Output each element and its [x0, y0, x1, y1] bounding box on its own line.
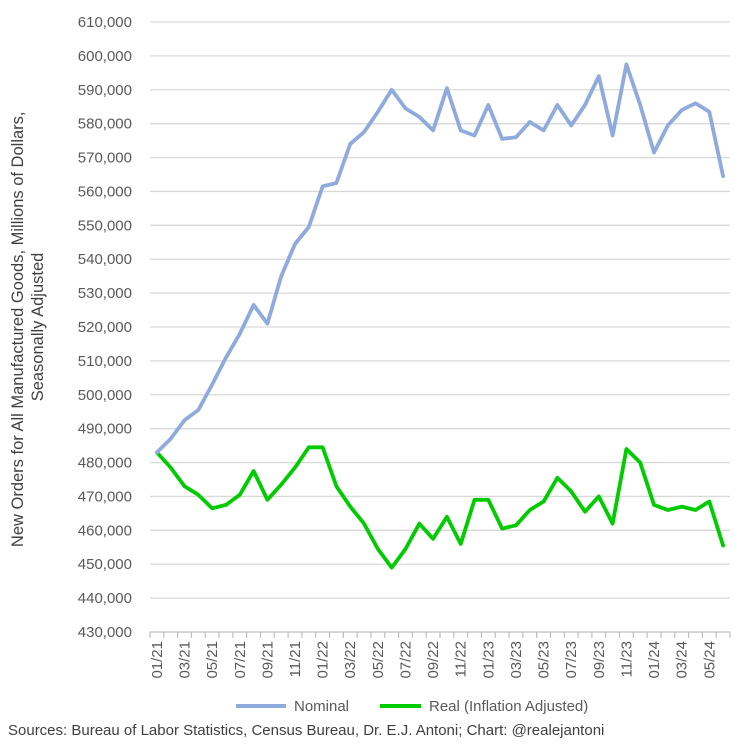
y-tick-label: 450,000 [78, 556, 132, 573]
x-tick-label: 05/21 [204, 641, 221, 679]
y-axis-title: New Orders for All Manufactured Goods, M… [9, 107, 47, 547]
y-tick-label: 440,000 [78, 590, 132, 607]
x-axis: 01/21 03/21 05/21 07/21 09/21 11/21 01/22 03/22… [149, 631, 731, 679]
y-tick-label: 520,000 [78, 319, 132, 336]
x-tick-label: 01/22 [315, 641, 332, 679]
x-tick-label: 09/23 [591, 641, 608, 679]
series-line-real [154, 445, 725, 570]
y-tick-label: 530,000 [78, 285, 132, 302]
y-axis-tick-labels: 430,000 440,000 450,000 460,000 470,000 480,0… [78, 14, 132, 641]
legend: Nominal Real (Inflation Adjusted) [236, 698, 588, 715]
y-tick-label: 580,000 [78, 116, 132, 133]
y-tick-label: 610,000 [78, 14, 132, 31]
y-tick-label: 470,000 [78, 488, 132, 505]
x-tick-label: 07/23 [563, 641, 580, 679]
x-tick-label: 05/24 [701, 641, 718, 679]
y-tick-label: 510,000 [78, 353, 132, 370]
y-tick-label: 490,000 [78, 421, 132, 438]
series-lines [154, 62, 725, 570]
x-tick-label: 01/23 [480, 641, 497, 679]
x-tick-label: 09/21 [259, 641, 276, 679]
x-tick-label: 11/22 [453, 641, 470, 677]
y-tick-label: 460,000 [78, 522, 132, 539]
x-tick-label: 09/22 [425, 641, 442, 679]
y-tick-label: 550,000 [78, 217, 132, 234]
y-tick-label: 600,000 [78, 48, 132, 65]
x-tick-label: 07/22 [397, 641, 414, 679]
gridlines [150, 21, 730, 599]
series-line-nominal [154, 62, 725, 455]
x-tick-label: 07/21 [232, 641, 249, 679]
y-tick-label: 480,000 [78, 455, 132, 472]
legend-label-real: Real (Inflation Adjusted) [429, 698, 588, 715]
y-tick-label: 590,000 [78, 82, 132, 99]
y-tick-label: 430,000 [78, 624, 132, 641]
legend-label-nominal: Nominal [294, 698, 349, 715]
y-axis-title-line-1: New Orders for All Manufactured Goods, M… [9, 112, 27, 548]
x-tick-label: 05/22 [370, 641, 387, 679]
x-tick-label: 03/21 [177, 641, 194, 679]
source-note: Sources: Bureau of Labor Statistics, Cen… [8, 722, 605, 739]
x-tick-label: 03/22 [342, 641, 359, 679]
x-tick-label: 01/24 [646, 641, 663, 679]
x-tick-label: 11/21 [287, 641, 304, 677]
x-tick-label: 05/23 [536, 641, 553, 679]
x-tick-label: 01/21 [149, 641, 166, 679]
y-axis-title-line-2: Seasonally Adjusted [29, 253, 47, 402]
y-tick-label: 540,000 [78, 251, 132, 268]
x-tick-label: 03/24 [674, 641, 691, 679]
x-tick-label: 03/23 [508, 641, 525, 679]
x-tick-label: 11/23 [618, 641, 635, 677]
y-tick-label: 560,000 [78, 183, 132, 200]
y-tick-label: 570,000 [78, 150, 132, 167]
y-tick-label: 500,000 [78, 387, 132, 404]
